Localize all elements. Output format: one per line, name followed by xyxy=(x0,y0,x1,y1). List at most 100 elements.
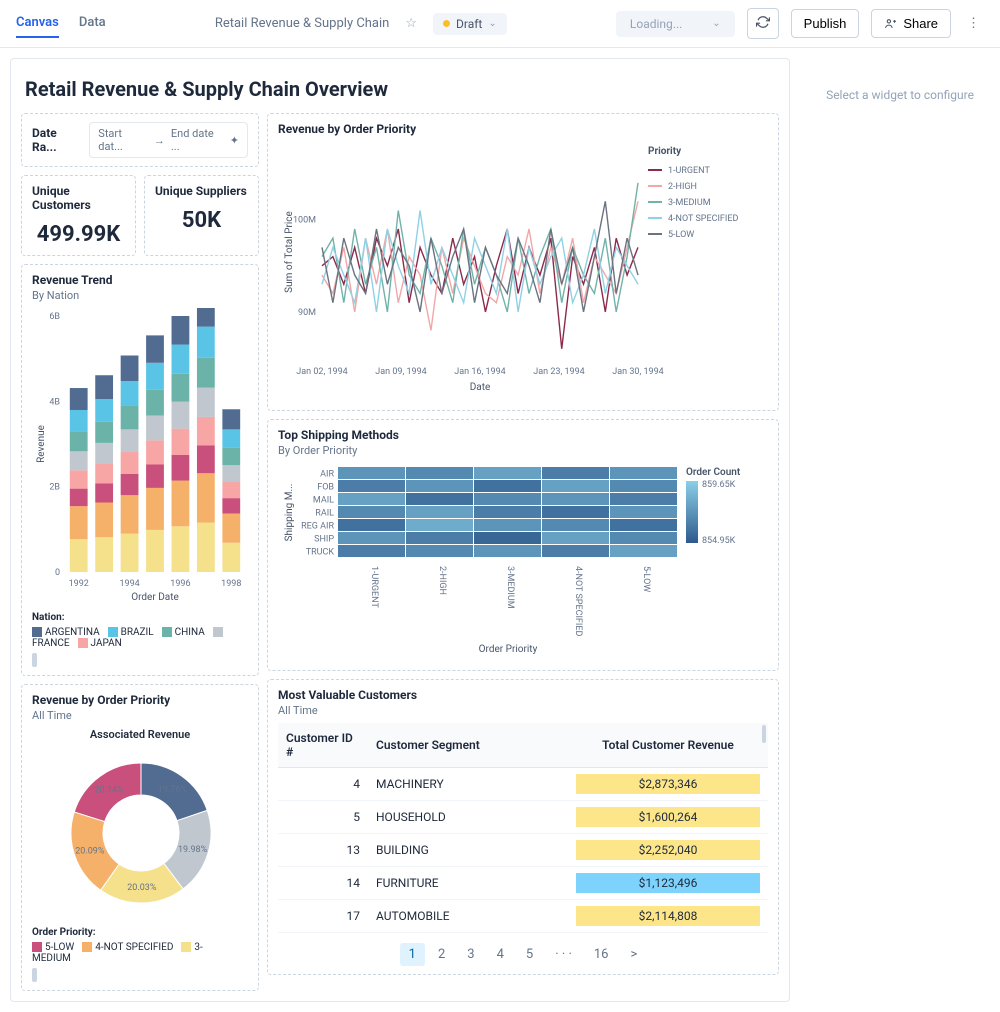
donut-chart[interactable]: 19.76%19.98%20.03%20.09%20.14% xyxy=(32,743,250,923)
legend-item[interactable]: JAPAN xyxy=(78,638,122,649)
page-button[interactable]: 4 xyxy=(488,943,513,966)
table-header[interactable]: Total Customer Revenue xyxy=(568,723,768,768)
chart-subtitle: All Time xyxy=(32,709,248,722)
page-button[interactable]: > xyxy=(622,943,647,966)
view-tabs: Canvas Data xyxy=(16,9,106,38)
publish-button[interactable]: Publish xyxy=(791,9,860,38)
svg-text:Jan 02, 1994: Jan 02, 1994 xyxy=(296,367,347,377)
svg-text:Sum of Total Price: Sum of Total Price xyxy=(283,211,295,293)
svg-text:20.03%: 20.03% xyxy=(127,883,157,893)
kpi-value: 50K xyxy=(155,208,248,233)
svg-text:100M: 100M xyxy=(293,216,316,226)
svg-text:TRUCK: TRUCK xyxy=(306,548,335,558)
svg-text:20.14%: 20.14% xyxy=(94,785,124,795)
svg-text:90M: 90M xyxy=(298,308,316,318)
topbar: Canvas Data Retail Revenue & Supply Chai… xyxy=(0,0,1000,48)
svg-text:Revenue: Revenue xyxy=(36,425,47,463)
tab-canvas[interactable]: Canvas xyxy=(16,9,59,38)
date-range-filter: Date Ra... Start dat... → End date ... ✦ xyxy=(21,113,259,167)
priority-line-chart[interactable]: 90M 100M Jan 02, 1994 Jan 09, 1994 Jan 16, 1… xyxy=(278,138,768,398)
svg-text:Jan 16, 1994: Jan 16, 1994 xyxy=(454,367,505,377)
table-row[interactable]: 5HOUSEHOLD$1,600,264 xyxy=(278,801,768,834)
kpi-value: 499.99K xyxy=(32,222,125,247)
table-header[interactable]: Customer ID # xyxy=(278,723,368,768)
loading-text: Loading... xyxy=(630,17,682,31)
legend-item[interactable]: ARGENTINA xyxy=(32,627,100,638)
svg-text:5-LOW: 5-LOW xyxy=(641,566,651,592)
revenue-donut-card: Revenue by Order Priority All Time Assoc… xyxy=(21,684,259,991)
refresh-button[interactable] xyxy=(747,8,779,39)
svg-text:5-LOW: 5-LOW xyxy=(668,230,694,240)
revenue-priority-line-card: Revenue by Order Priority 90M100MJan 02,… xyxy=(267,113,779,411)
share-button[interactable]: Share xyxy=(871,9,951,38)
legend-item[interactable]: 5-LOW xyxy=(32,942,74,953)
page-button[interactable]: 1 xyxy=(400,943,425,966)
legend-item[interactable]: CHINA xyxy=(162,627,205,638)
svg-text:3-MEDIUM: 3-MEDIUM xyxy=(505,566,515,609)
table-row[interactable]: 13BUILDING$2,252,040 xyxy=(278,834,768,867)
more-menu-button[interactable]: ⋮ xyxy=(963,12,984,35)
customers-table-card: Most Valuable Customers All Time Custome… xyxy=(267,679,779,975)
chart-title: Revenue Trend xyxy=(32,273,248,287)
dashboard-canvas: Retail Revenue & Supply Chain Overview D… xyxy=(10,58,790,1002)
table-row[interactable]: 17AUTOMOBILE$2,114,808 xyxy=(278,900,768,933)
svg-text:1994: 1994 xyxy=(119,579,139,589)
end-date: End date ... xyxy=(171,127,224,153)
svg-text:FOB: FOB xyxy=(317,483,334,493)
svg-text:Jan 09, 1994: Jan 09, 1994 xyxy=(375,367,426,377)
svg-text:4-NOT SPECIFIED: 4-NOT SPECIFIED xyxy=(573,566,583,636)
svg-text:854.95K: 854.95K xyxy=(702,536,736,546)
config-hint: Select a widget to configure xyxy=(812,88,988,102)
svg-text:Order Count: Order Count xyxy=(686,467,741,478)
page-button[interactable]: 5 xyxy=(517,943,542,966)
svg-text:RAIL: RAIL xyxy=(315,509,334,519)
chart-title: Top Shipping Methods xyxy=(278,428,768,442)
svg-text:Jan 30, 1994: Jan 30, 1994 xyxy=(612,367,663,377)
page-button[interactable]: 3 xyxy=(458,943,483,966)
svg-text:2B: 2B xyxy=(49,483,60,493)
table-row[interactable]: 14FURNITURE$1,123,496 xyxy=(278,867,768,900)
table-row[interactable]: 4MACHINERY$2,873,346 xyxy=(278,768,768,801)
svg-text:1-URGENT: 1-URGENT xyxy=(668,166,710,176)
status-badge[interactable]: Draft ⌄ xyxy=(433,13,507,35)
svg-text:Order Date: Order Date xyxy=(131,592,179,603)
svg-text:Shipping M...: Shipping M... xyxy=(284,484,295,542)
revenue-trend-chart[interactable]: 02B4B6B1992199419961998RevenueOrder Date xyxy=(32,308,250,608)
star-icon[interactable]: ☆ xyxy=(401,16,421,31)
sparkle-icon: ✦ xyxy=(230,134,239,147)
kpi-label: Unique Suppliers xyxy=(155,184,248,198)
legend-item[interactable]: BRAZIL xyxy=(108,627,154,638)
legend-item[interactable]: 4-NOT SPECIFIED xyxy=(82,942,173,953)
tab-data[interactable]: Data xyxy=(79,9,106,38)
page-button[interactable]: 2 xyxy=(429,943,454,966)
svg-text:19.98%: 19.98% xyxy=(178,845,208,855)
share-label: Share xyxy=(903,16,938,31)
page-button[interactable]: 16 xyxy=(585,943,618,966)
svg-text:MAIL: MAIL xyxy=(313,496,334,506)
status-dot-icon xyxy=(443,20,450,27)
table-header[interactable]: Customer Segment xyxy=(368,723,568,768)
svg-text:AIR: AIR xyxy=(320,470,334,480)
shipping-heatmap-card: Top Shipping Methods By Order Priority A… xyxy=(267,419,779,671)
chevron-down-icon: ⌄ xyxy=(712,18,720,29)
loading-select[interactable]: Loading... ⌄ xyxy=(616,11,735,37)
shipping-heatmap[interactable]: AIRFOBMAILRAILREG AIRSHIPTRUCK1-URGENT2-… xyxy=(278,463,768,658)
date-picker[interactable]: Start dat... → End date ... ✦ xyxy=(89,122,248,158)
svg-text:4B: 4B xyxy=(49,397,60,407)
svg-text:6B: 6B xyxy=(49,312,60,322)
legend-label: Order Priority: xyxy=(32,927,96,938)
svg-text:Priority: Priority xyxy=(648,146,682,157)
svg-text:4-NOT SPECIFIED: 4-NOT SPECIFIED xyxy=(668,214,738,224)
svg-text:0: 0 xyxy=(55,568,60,578)
legend-scroll-handle[interactable] xyxy=(32,653,37,667)
svg-text:REG AIR: REG AIR xyxy=(301,522,334,532)
trend-legend: Nation: ARGENTINABRAZILCHINAFRANCEJAPAN xyxy=(32,612,248,667)
table-scrollbar[interactable] xyxy=(762,725,766,743)
share-icon xyxy=(884,17,897,30)
page-button[interactable]: · · · xyxy=(546,943,581,966)
legend-scroll-handle[interactable] xyxy=(32,968,37,982)
svg-text:2-HIGH: 2-HIGH xyxy=(668,182,697,192)
kpi-unique-customers: Unique Customers 499.99K xyxy=(21,175,136,256)
svg-text:Date: Date xyxy=(470,382,491,393)
chart-title: Revenue by Order Priority xyxy=(32,693,248,707)
